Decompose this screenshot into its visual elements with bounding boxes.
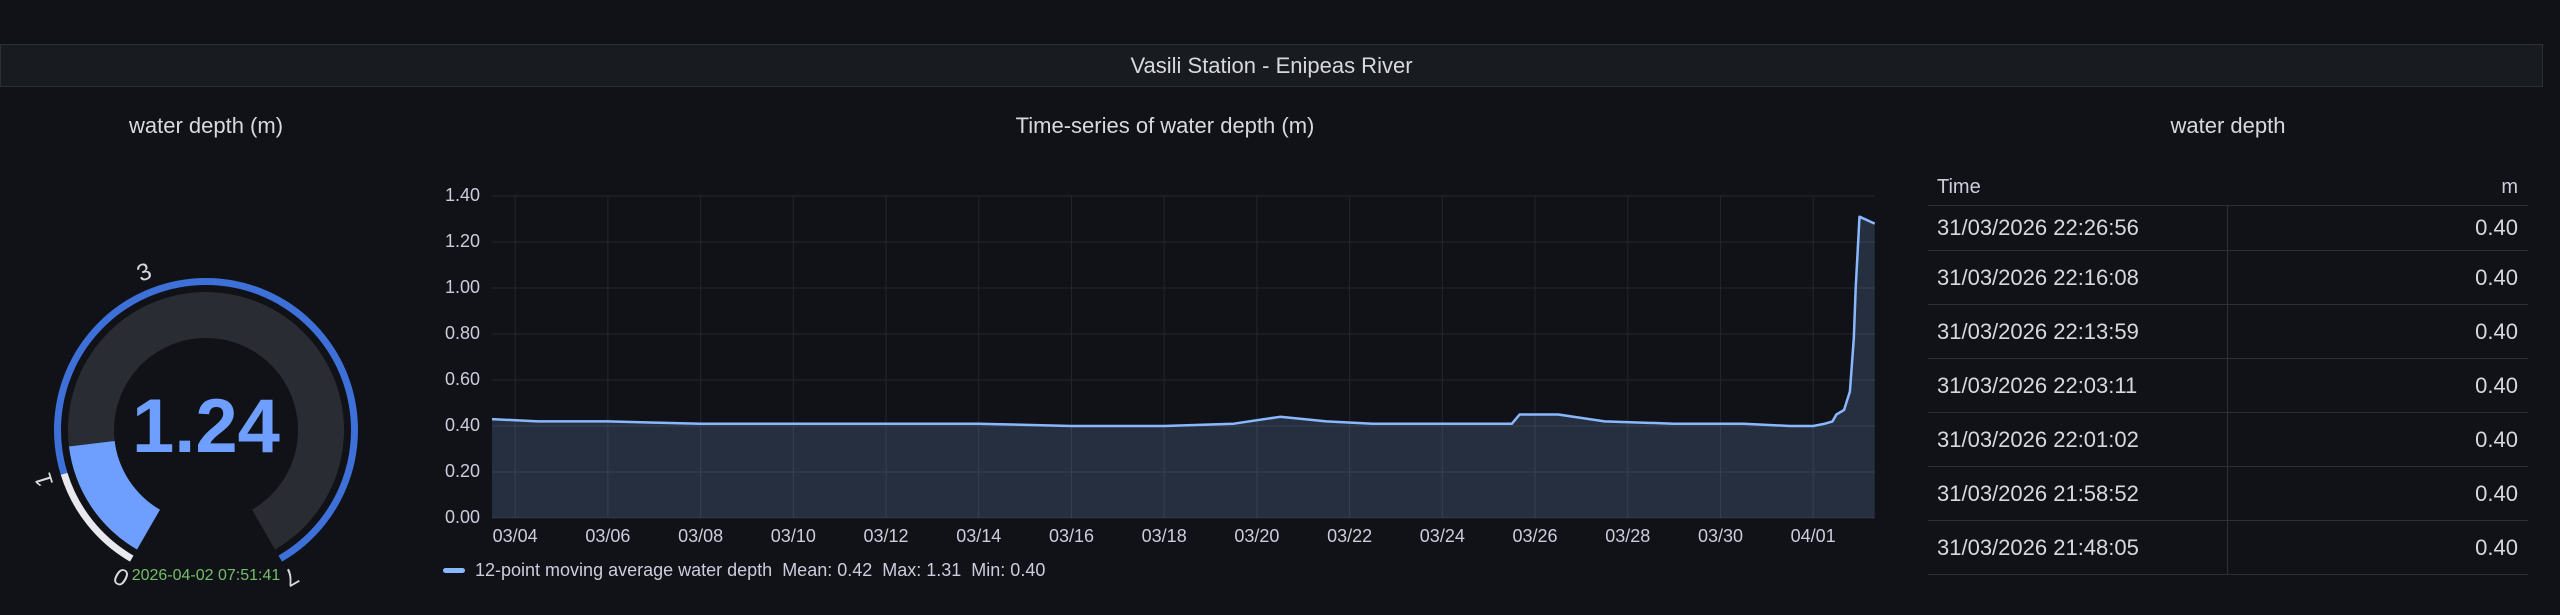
y-tick-label: 0.20 [445,461,480,481]
table-body: 31/03/2026 22:26:56 0.40 31/03/2026 22:16… [1928,206,2528,575]
gauge-panel-title[interactable]: water depth (m) [128,113,284,138]
table-row: 31/03/2026 22:03:11 0.40 [1928,359,2528,413]
x-tick-label: 03/08 [678,526,723,546]
cell-value: 0.40 [2475,426,2518,452]
cell-value: 0.40 [2475,534,2518,560]
table-row: 31/03/2026 22:13:59 0.40 [1928,305,2528,359]
legend-series-name: 12-point moving average water depth [475,560,773,580]
cell-value: 0.40 [2475,215,2518,240]
legend-min: Min: 0.40 [971,560,1046,580]
y-tick-label: 0.60 [445,369,480,389]
table-row: 31/03/2026 21:58:52 0.40 [1928,467,2528,521]
water-depth-table: Time m 31/03/2026 22:26:56 0.40 31/03/202… [1928,170,2528,575]
gauge-value-arc [68,440,160,550]
cell-time: 31/03/2026 22:13:59 [1928,305,2228,358]
x-tick-label: 03/28 [1605,526,1650,546]
table-panel-title[interactable]: water depth [2170,113,2286,138]
cell-value: 0.40 [2475,372,2518,398]
x-tick-label: 03/18 [1142,526,1187,546]
gauge-timestamp: 2026-04-02 07:51:41 [131,567,281,584]
series-line [491,215,1876,428]
x-tick-label: 03/14 [956,526,1001,546]
y-tick-label: 1.20 [445,231,480,251]
cell-time: 31/03/2026 22:26:56 [1928,206,2228,250]
x-tick-label: 03/24 [1420,526,1465,546]
cell-time: 31/03/2026 22:01:02 [1928,413,2228,466]
x-tick-label: 04/01 [1791,526,1836,546]
series-area [492,216,1875,518]
column-header-m[interactable]: m [2501,176,2518,198]
x-tick-label: 03/10 [771,526,816,546]
gauge-tick-label: 3 [133,258,155,288]
cell-time: 31/03/2026 22:03:11 [1928,359,2228,412]
x-tick-label: 03/04 [493,526,538,546]
x-tick-label: 03/16 [1049,526,1094,546]
legend-mean: Mean: 0.42 [782,560,873,580]
gauge-tick-label: 1 [29,469,59,490]
y-tick-label: 1.00 [445,277,480,297]
x-tick-label: 03/12 [864,526,909,546]
cell-value: 0.40 [2475,480,2518,506]
gauge-threshold-band-base [60,472,134,562]
x-tick-label: 03/20 [1234,526,1279,546]
table-row: 31/03/2026 22:26:56 0.40 [1928,206,2528,251]
cell-time: 31/03/2026 22:16:08 [1928,251,2228,304]
timeseries-panel-title[interactable]: Time-series of water depth (m) [1015,113,1315,138]
cell-value: 0.40 [2475,318,2518,344]
cell-time: 31/03/2026 21:58:52 [1928,467,2228,520]
legend-max: Max: 1.31 [882,560,962,580]
column-header-time[interactable]: Time [1937,176,1981,198]
timeseries-chart[interactable]: 0.00 0.20 0.40 0.60 0.80 1.00 1.20 1.40 03/04 03/… [420,160,1890,560]
legend-swatch [443,568,465,573]
table-row: 31/03/2026 21:48:05 0.40 [1928,521,2528,575]
gauge-track [68,292,345,550]
x-tick-label: 03/30 [1698,526,1743,546]
y-tick-label: 0.80 [445,323,480,343]
chart-legend[interactable]: 12-point moving average water depth Mean… [443,560,1045,581]
x-tick-label: 03/26 [1513,526,1558,546]
x-tick-label: 03/06 [585,526,630,546]
row-title: Vasili Station - Enipeas River [1130,52,1413,78]
gauge-value: 1.24 [132,384,280,469]
cell-value: 0.40 [2475,264,2518,290]
y-tick-label: 0.40 [445,415,480,435]
y-tick-label: 1.40 [445,185,480,205]
cell-time: 31/03/2026 21:48:05 [1928,521,2228,574]
table-row: 31/03/2026 22:01:02 0.40 [1928,413,2528,467]
x-tick-label: 03/22 [1327,526,1372,546]
y-tick-label: 0.00 [445,507,480,527]
dashboard-row-header[interactable]: Vasili Station - Enipeas River [0,44,2543,87]
table-header: Time m [1928,170,2528,206]
gauge-panel: 0 1 3 7 1.24 2026-04-02 07:51:41 [0,100,412,600]
table-row: 31/03/2026 22:16:08 0.40 [1928,251,2528,305]
